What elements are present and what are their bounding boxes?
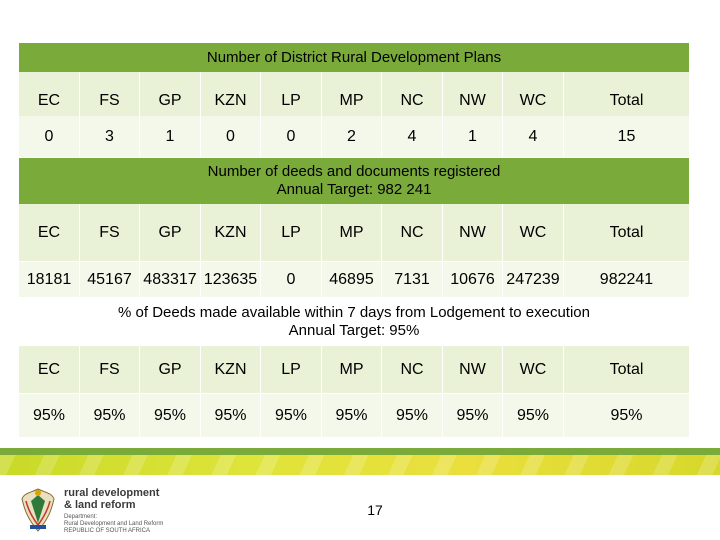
section-2-column-header: EC — [19, 204, 80, 262]
page-number: 17 — [367, 502, 383, 518]
section-1-value-cell: 0 — [201, 116, 261, 158]
section-1-value-row: 0 3 1 0 0 2 4 1 4 15 — [19, 116, 689, 158]
section-3-value-row: 95% 95% 95% 95% 95% 95% 95% 95% 95% 95% — [19, 394, 689, 438]
section-2-column-header: Total — [564, 204, 689, 262]
section-3-value-cell: 95% — [443, 394, 503, 438]
coat-of-arms-icon — [21, 488, 55, 532]
section-1-value-cell: 1 — [140, 116, 201, 158]
section-2-column-header: NW — [443, 204, 503, 262]
footer-yellow-bar — [0, 455, 720, 475]
section-3-column-header: Total — [564, 346, 689, 394]
section-3-column-header: KZN — [201, 346, 261, 394]
section-2-column-header: FS — [80, 204, 140, 262]
section-2-value-cell: 10676 — [443, 262, 503, 298]
section-3-column-header: GP — [140, 346, 201, 394]
section-3-value-cell: 95% — [140, 394, 201, 438]
section-2-value-cell: 18181 — [19, 262, 80, 298]
section-2-value-cell: 483317 — [140, 262, 201, 298]
section-3-value-cell: 95% — [80, 394, 140, 438]
section-3-value-cell: 95% — [564, 394, 689, 438]
section-2-column-header: NC — [382, 204, 443, 262]
section-3-value-cell: 95% — [503, 394, 564, 438]
footer-green-bar — [0, 448, 720, 455]
section-1-value-cell: 2 — [322, 116, 382, 158]
section-1-value-cell: 3 — [80, 116, 140, 158]
section-2-value-cell: 982241 — [564, 262, 689, 298]
section-3-title-line-2: Annual Target: 95% — [288, 322, 420, 339]
section-1-value-cell: 4 — [503, 116, 564, 158]
section-2-value-row: 18181 45167 483317 123635 0 46895 7131 10676 247… — [19, 262, 689, 298]
section-1-value-cell: 0 — [19, 116, 80, 158]
section-3-value-cell: 95% — [322, 394, 382, 438]
section-2-value-cell: 45167 — [80, 262, 140, 298]
section-2-column-header: WC — [503, 204, 564, 262]
section-2-title: Number of deeds and documents registered… — [19, 158, 689, 204]
logo-sub-line-3: REPUBLIC OF SOUTH AFRICA — [64, 528, 151, 534]
section-2-value-cell: 0 — [261, 262, 322, 298]
section-2-value-cell: 46895 — [322, 262, 382, 298]
section-3-column-header: LP — [261, 346, 322, 394]
section-3-value-cell: 95% — [201, 394, 261, 438]
section-1-value-cell: 15 — [564, 116, 689, 158]
section-1-value-cell: 0 — [261, 116, 322, 158]
section-2-column-header: GP — [140, 204, 201, 262]
section-3-title-line-1: % of Deeds made available within 7 days … — [118, 304, 590, 321]
section-3-title: % of Deeds made available within 7 days … — [19, 298, 689, 346]
logo-sub-line-2: Rural Development and Land Reform — [64, 521, 164, 527]
section-1-value-cell: 4 — [382, 116, 443, 158]
section-3-value-cell: 95% — [261, 394, 322, 438]
section-2-value-cell: 7131 — [382, 262, 443, 298]
section-2-title-line-1: Number of deeds and documents registered — [207, 163, 501, 180]
section-2-title-line-2: Annual Target: 982 241 — [276, 181, 432, 198]
logo-title-line-2: & land reform — [64, 499, 136, 511]
section-3-column-header: NW — [443, 346, 503, 394]
section-2-value-cell: 247239 — [503, 262, 564, 298]
section-3-value-cell: 95% — [382, 394, 443, 438]
section-2-column-header: MP — [322, 204, 382, 262]
section-2-value-cell: 123635 — [201, 262, 261, 298]
section-3-column-header: EC — [19, 346, 80, 394]
section-2-column-header: LP — [261, 204, 322, 262]
footer-stripes — [0, 455, 720, 475]
section-2-column-header: KZN — [201, 204, 261, 262]
section-3-column-header: NC — [382, 346, 443, 394]
section-3-column-header: MP — [322, 346, 382, 394]
section-3-header-row: EC FS GP KZN LP MP NC NW WC Total — [19, 346, 689, 394]
department-logo: rural development & land reform Departme… — [18, 487, 163, 535]
section-3-column-header: WC — [503, 346, 564, 394]
section-1-title-line-1: Number of District Rural Development Pla… — [206, 48, 502, 66]
logo-title-line-1: rural development — [64, 487, 160, 499]
section-3-value-cell: 95% — [19, 394, 80, 438]
logo-sub-line-1: Department: — [64, 514, 98, 520]
section-2-header-row: EC FS GP KZN LP MP NC NW WC Total — [19, 204, 689, 262]
section-3-column-header: FS — [80, 346, 140, 394]
section-1-title: Number of District Rural Development Pla… — [19, 43, 689, 72]
section-1-value-cell: 1 — [443, 116, 503, 158]
